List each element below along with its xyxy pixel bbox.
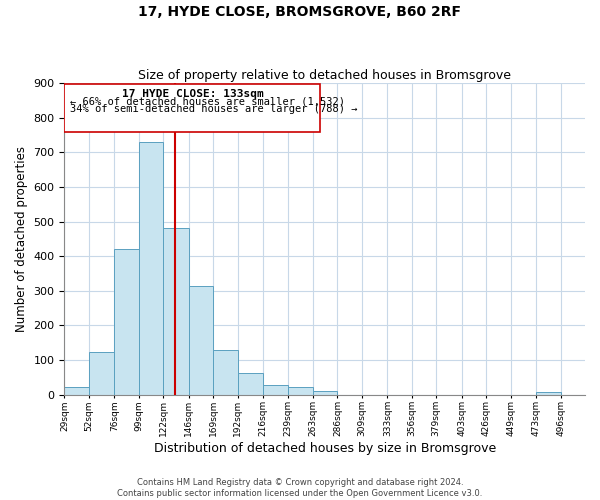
X-axis label: Distribution of detached houses by size in Bromsgrove: Distribution of detached houses by size …: [154, 442, 496, 455]
Bar: [287, 387, 313, 394]
Title: Size of property relative to detached houses in Bromsgrove: Size of property relative to detached ho…: [138, 69, 511, 82]
Bar: [115, 249, 139, 394]
Bar: [263, 385, 287, 394]
Bar: [238, 372, 263, 394]
Bar: [213, 350, 238, 395]
Text: 17 HYDE CLOSE: 133sqm: 17 HYDE CLOSE: 133sqm: [122, 89, 263, 99]
Bar: [189, 286, 213, 395]
Bar: [313, 391, 337, 394]
Bar: [163, 228, 189, 394]
Bar: [536, 392, 560, 394]
Bar: [139, 142, 163, 395]
Y-axis label: Number of detached properties: Number of detached properties: [15, 146, 28, 332]
FancyBboxPatch shape: [64, 84, 320, 132]
Bar: [64, 387, 89, 394]
Bar: [89, 352, 115, 395]
Text: ← 66% of detached houses are smaller (1,532): ← 66% of detached houses are smaller (1,…: [70, 96, 345, 106]
Text: Contains HM Land Registry data © Crown copyright and database right 2024.
Contai: Contains HM Land Registry data © Crown c…: [118, 478, 482, 498]
Text: 34% of semi-detached houses are larger (788) →: 34% of semi-detached houses are larger (…: [70, 104, 357, 114]
Text: 17, HYDE CLOSE, BROMSGROVE, B60 2RF: 17, HYDE CLOSE, BROMSGROVE, B60 2RF: [139, 5, 461, 19]
